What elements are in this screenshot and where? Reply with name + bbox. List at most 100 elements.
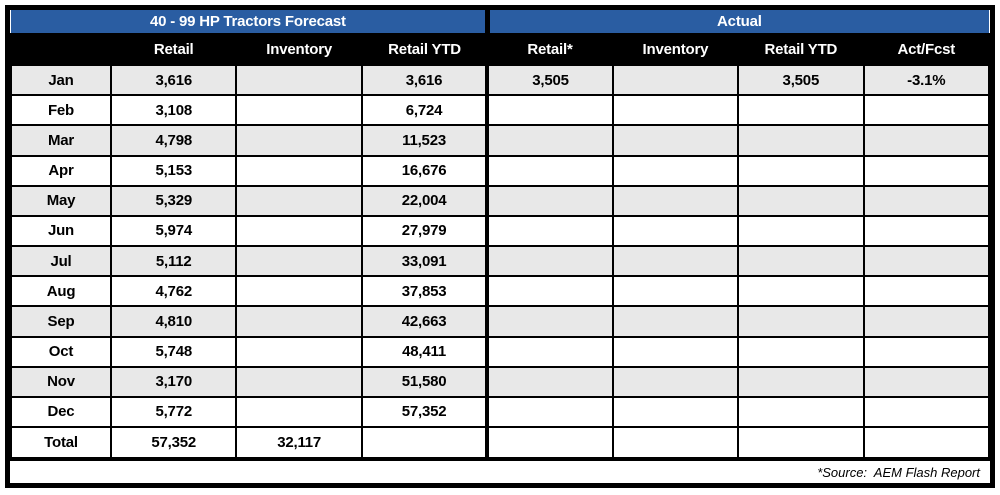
- column-header-month: [10, 33, 112, 66]
- column-header-act-fcst: Act/Fcst: [862, 33, 991, 66]
- column-header-actual-inventory: Inventory: [611, 33, 740, 66]
- row-label: Apr: [10, 154, 112, 187]
- forecast-section-title: 40 - 99 HP Tractors Forecast: [11, 10, 490, 34]
- cell-actual-retail-ytd: 3,505: [737, 63, 865, 97]
- cell-forecast-retail-ytd: 48,411: [360, 335, 489, 368]
- table-row-sep: Sep 4,810 42,663: [10, 305, 991, 338]
- cell-actual-inventory: [611, 124, 740, 157]
- row-label: Aug: [10, 275, 112, 308]
- cell-actual-inventory: [611, 94, 740, 127]
- cell-actual-retail-ytd: [737, 214, 865, 248]
- column-header-forecast-inventory: Inventory: [235, 33, 363, 66]
- cell-act-fcst: [862, 94, 991, 127]
- cell-act-fcst: [862, 275, 991, 308]
- table-row-total: Total 57,352 32,117: [10, 426, 991, 460]
- column-header-forecast-retail-ytd: Retail YTD: [360, 33, 489, 66]
- cell-actual-inventory: [611, 365, 740, 398]
- cell-forecast-retail: 3,170: [109, 365, 238, 398]
- cell-actual-retail-ytd: [737, 154, 865, 187]
- cell-forecast-retail: 57,352: [109, 426, 238, 460]
- actual-section-title: Actual: [487, 10, 989, 34]
- cell-actual-inventory: [611, 154, 740, 187]
- cell-forecast-retail-ytd: 42,663: [360, 305, 489, 338]
- cell-forecast-inventory: [235, 63, 363, 97]
- cell-forecast-retail-ytd: [360, 426, 489, 460]
- cell-forecast-retail: 3,108: [109, 94, 238, 127]
- cell-act-fcst: [862, 395, 991, 429]
- cell-actual-retail: [485, 214, 614, 248]
- cell-forecast-retail-ytd: 3,616: [360, 63, 489, 97]
- cell-forecast-retail-ytd: 57,352: [360, 395, 489, 429]
- cell-actual-retail-ytd: [737, 184, 865, 217]
- cell-actual-inventory: [611, 184, 740, 217]
- cell-actual-inventory: [611, 214, 740, 248]
- cell-forecast-retail-ytd: 27,979: [360, 214, 489, 248]
- cell-forecast-inventory: [235, 214, 363, 248]
- cell-act-fcst: [862, 245, 991, 278]
- cell-act-fcst: [862, 124, 991, 157]
- cell-actual-retail-ytd: [737, 94, 865, 127]
- table-row-dec: Dec 5,772 57,352: [10, 395, 991, 429]
- cell-act-fcst: [862, 154, 991, 187]
- table-row-jul: Jul 5,112 33,091: [10, 245, 991, 278]
- cell-actual-inventory: [611, 275, 740, 308]
- cell-forecast-retail: 4,810: [109, 305, 238, 338]
- cell-actual-retail-ytd: [737, 245, 865, 278]
- cell-forecast-inventory: [235, 395, 363, 429]
- cell-actual-retail: [485, 365, 614, 398]
- cell-forecast-retail: 5,974: [109, 214, 238, 248]
- cell-act-fcst: [862, 214, 991, 248]
- cell-actual-retail: [485, 335, 614, 368]
- cell-actual-retail: [485, 94, 614, 127]
- cell-forecast-inventory: [235, 184, 363, 217]
- cell-forecast-retail: 5,748: [109, 335, 238, 368]
- table-row-aug: Aug 4,762 37,853: [10, 275, 991, 308]
- cell-actual-retail: [485, 395, 614, 429]
- table-row-nov: Nov 3,170 51,580: [10, 365, 991, 398]
- cell-forecast-retail-ytd: 22,004: [360, 184, 489, 217]
- table-row-mar: Mar 4,798 11,523: [10, 124, 991, 157]
- row-label: Dec: [10, 395, 112, 429]
- table-row-may: May 5,329 22,004: [10, 184, 991, 217]
- row-label: Total: [10, 426, 112, 460]
- cell-actual-inventory: [611, 335, 740, 368]
- cell-forecast-retail-ytd: 33,091: [360, 245, 489, 278]
- cell-forecast-inventory: [235, 335, 363, 368]
- cell-actual-retail: [485, 184, 614, 217]
- row-label: Jan: [10, 63, 112, 97]
- row-label: Feb: [10, 94, 112, 127]
- row-label: May: [10, 184, 112, 217]
- cell-actual-retail: 3,505: [485, 63, 614, 97]
- cell-forecast-inventory: [235, 124, 363, 157]
- footer-row: *Source: AEM Flash Report: [11, 457, 989, 483]
- cell-actual-retail: [485, 124, 614, 157]
- cell-actual-retail: [485, 305, 614, 338]
- cell-actual-retail-ytd: [737, 335, 865, 368]
- row-label: Jul: [10, 245, 112, 278]
- cell-forecast-inventory: [235, 154, 363, 187]
- cell-forecast-retail-ytd: 51,580: [360, 365, 489, 398]
- table-row-jan: Jan 3,616 3,616 3,505 3,505 -3.1%: [10, 63, 991, 97]
- row-label: Mar: [10, 124, 112, 157]
- row-label: Jun: [10, 214, 112, 248]
- cell-actual-retail-ytd: [737, 426, 865, 460]
- table-row-feb: Feb 3,108 6,724: [10, 94, 991, 127]
- cell-forecast-inventory: [235, 94, 363, 127]
- cell-actual-retail: [485, 426, 614, 460]
- row-label: Nov: [10, 365, 112, 398]
- cell-actual-retail: [485, 275, 614, 308]
- cell-forecast-inventory: 32,117: [235, 426, 363, 460]
- cell-actual-inventory: [611, 63, 740, 97]
- cell-forecast-retail-ytd: 37,853: [360, 275, 489, 308]
- cell-act-fcst: [862, 426, 991, 460]
- cell-forecast-retail: 3,616: [109, 63, 238, 97]
- cell-actual-retail: [485, 154, 614, 187]
- column-header-actual-retail: Retail*: [486, 33, 614, 66]
- section-header-row: 40 - 99 HP Tractors Forecast Actual: [11, 10, 989, 34]
- row-label: Sep: [10, 305, 112, 338]
- cell-act-fcst: [862, 305, 991, 338]
- cell-actual-retail-ytd: [737, 365, 865, 398]
- cell-actual-retail-ytd: [737, 305, 865, 338]
- table-row-jun: Jun 5,974 27,979: [10, 214, 991, 248]
- cell-forecast-inventory: [235, 245, 363, 278]
